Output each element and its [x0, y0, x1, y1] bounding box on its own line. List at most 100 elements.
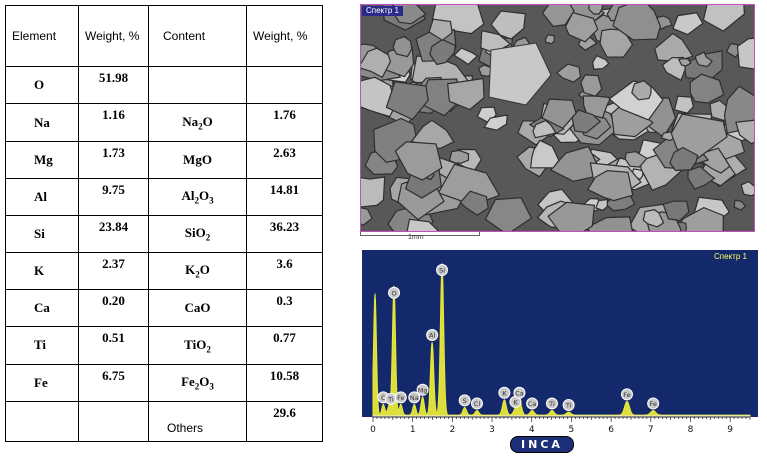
peak-label-ti-17: Ti [562, 398, 575, 411]
x-tick-label: 6 [608, 425, 614, 435]
svg-text:Ca: Ca [515, 389, 524, 397]
formula-part: O [199, 373, 210, 389]
formula-subscript: 2 [206, 344, 211, 355]
oxide-formula-cell: SiO2 [148, 214, 247, 254]
formula-part: Al [181, 188, 195, 204]
table-row: O 51.98 [5, 66, 323, 105]
element-cell: Mg [5, 140, 79, 179]
header-content: Content [148, 4, 247, 68]
formula-subscript: 3 [209, 381, 214, 392]
header-weight: Weight, % [78, 4, 149, 68]
svg-text:Na: Na [410, 394, 419, 402]
others-weight: 29.6 [246, 400, 323, 443]
peak-label-ti-3: Ti [384, 392, 397, 405]
oxide-weight-cell: 1.76 [246, 103, 323, 142]
oxide-formula-cell: TiO2 [148, 326, 247, 365]
table-row: K 2.37 K2O 3.6 [5, 252, 323, 291]
element-cell: K [5, 252, 79, 291]
header-weight-oxide: Weight, % [246, 4, 323, 68]
element-weight-cell: 1.73 [78, 140, 149, 179]
formula-subscript: 2 [198, 121, 203, 132]
svg-text:Fe: Fe [623, 391, 630, 399]
oxide-formula-cell: Fe2O3 [148, 363, 247, 402]
formula-part: O [202, 113, 213, 129]
table-header-row: Element Weight, % Content Weight, % [5, 4, 323, 68]
formula-subscript: 2 [194, 195, 199, 206]
sem-micrograph: Спектр 1 [360, 4, 755, 232]
oxide-weight-cell: 3.6 [246, 252, 323, 291]
composition-table: Element Weight, % Content Weight, % O 51.… [5, 4, 323, 443]
oxide-weight-cell: 2.63 [246, 140, 323, 179]
formula-part: MgO [183, 151, 212, 167]
table-row: Si 23.84 SiO2 36.23 [5, 214, 323, 254]
formula-part: O [198, 188, 210, 204]
spectrum-legend-label: Спектр 1 [714, 252, 747, 261]
element-cell: Si [5, 214, 79, 254]
svg-text:Ti: Ti [548, 400, 555, 408]
x-tick-label: 7 [648, 425, 654, 435]
oxide-weight-cell: 36.23 [246, 214, 323, 254]
formula-part: CaO [184, 300, 211, 316]
peak-label-mg-7: Mg [416, 383, 429, 396]
svg-text:O: O [391, 289, 396, 297]
oxide-formula-cell: K2O [148, 252, 247, 291]
x-tick-label: 3 [489, 425, 495, 435]
x-tick-label: 2 [450, 425, 456, 435]
table-row: Ti 0.51 TiO2 0.77 [5, 326, 323, 365]
inca-logo: INCA [510, 436, 574, 453]
x-tick-label: 5 [569, 425, 575, 435]
peak-label-o-4: O [388, 286, 401, 299]
table-row: Ca 0.20 CaO 0.3 [5, 289, 323, 328]
formula-part: Na [182, 113, 199, 129]
scale-bar-label: 1mm [408, 234, 424, 241]
formula-subscript: 2 [194, 381, 200, 392]
x-tick-label: 4 [529, 425, 535, 435]
svg-text:Ca: Ca [528, 400, 537, 408]
peak-label-fe-19: Fe [647, 397, 660, 410]
peak-label-ca-15: Ca [526, 397, 539, 410]
element-cell: Fe [5, 363, 79, 402]
sem-spectrum-label: Спектр 1 [362, 6, 403, 16]
peak-label-ti-16: Ti [545, 397, 558, 410]
element-weight-cell: 6.75 [78, 363, 149, 402]
eds-spectrum: C Ti O Fe Na Mg Al Si S Cl K K Ca Ca Ti Ti Fe Fe 0 1 2 3 4 5 6 7 8… [362, 250, 758, 461]
oxide-weight-cell: 10.58 [246, 363, 323, 402]
element-weight-cell: 51.98 [78, 66, 149, 105]
formula-subscript: 2 [195, 269, 200, 280]
table-row: Fe 6.75 Fe2O3 10.58 [5, 363, 323, 402]
peak-label-ca-14: Ca [513, 386, 526, 399]
formula-subscript: 2 [205, 232, 211, 243]
oxide-weight-cell: 0.77 [246, 326, 323, 365]
oxide-formula-cell: CaO [148, 289, 247, 328]
svg-text:Fe: Fe [397, 394, 404, 402]
svg-text:Fe: Fe [649, 400, 656, 408]
spectrum-curve [372, 263, 751, 417]
formula-part: SiO [184, 225, 206, 241]
formula-part: TiO [184, 336, 207, 352]
svg-text:Ti: Ti [565, 401, 572, 409]
svg-text:Si: Si [439, 267, 445, 275]
x-tick-label: 1 [410, 425, 416, 435]
oxide-formula-cell [148, 66, 247, 105]
svg-text:K: K [502, 389, 507, 397]
element-cell: O [5, 66, 79, 105]
header-element: Element [5, 4, 79, 68]
element-cell: Ti [5, 326, 79, 365]
peak-label-s-10: S [458, 394, 471, 407]
table-row: Na 1.16 Na2O 1.76 [5, 103, 323, 142]
oxide-weight-cell: 14.81 [246, 177, 323, 216]
oxide-formula-cell: Al2O3 [148, 177, 247, 216]
peak-label-fe-5: Fe [394, 391, 407, 404]
element-weight-cell: 1.16 [78, 103, 149, 142]
peak-label-na-6: Na [408, 391, 421, 404]
element-cell: Al [5, 177, 79, 216]
svg-text:Cl: Cl [474, 400, 481, 408]
element-weight-cell: 23.84 [78, 214, 149, 254]
peak-label-fe-18: Fe [620, 388, 633, 401]
formula-part: Fe [181, 373, 195, 389]
oxide-formula-cell: MgO [148, 140, 247, 179]
formula-part: O [199, 262, 210, 278]
sem-texture [361, 5, 754, 231]
element-weight-cell: 0.51 [78, 326, 149, 365]
